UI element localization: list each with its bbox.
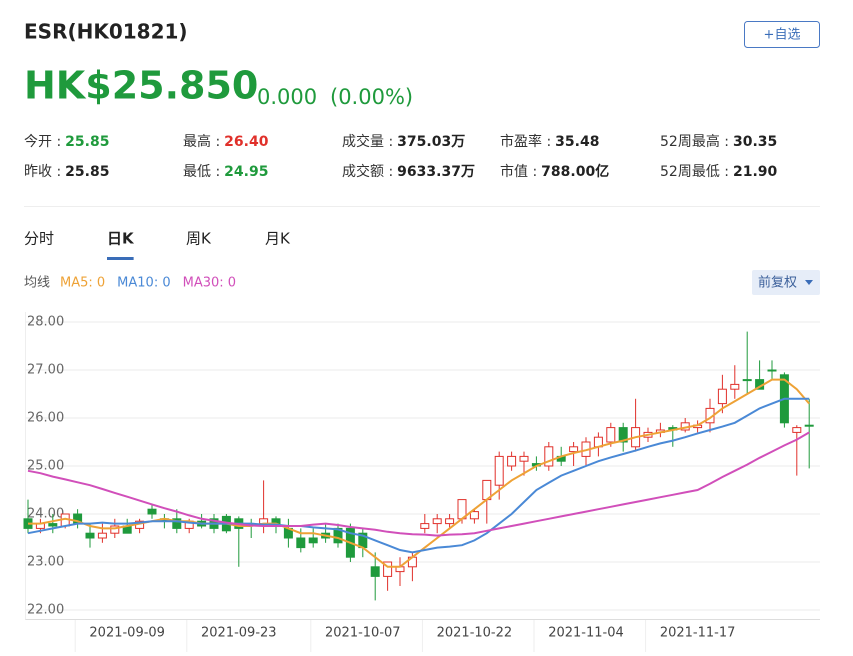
stat-value: 35.48 xyxy=(555,134,599,150)
candle-body xyxy=(469,511,479,520)
stat-label: 最低 : xyxy=(183,164,220,180)
price-change: 0.000 xyxy=(257,85,317,109)
candle-body xyxy=(147,508,157,515)
candle-body xyxy=(606,427,616,443)
y-tick-label: 25.00 xyxy=(27,459,64,474)
stat-label: 52周最低 : xyxy=(660,164,729,180)
candle-body xyxy=(85,532,95,539)
candle-body xyxy=(383,561,393,577)
price-change-pct: (0.00%) xyxy=(330,85,413,109)
dropdown-arrow xyxy=(805,280,813,285)
stat-label: 市值 : xyxy=(500,163,537,180)
candle-body xyxy=(544,446,554,467)
candle-body xyxy=(370,566,380,577)
tab[interactable]: 月K xyxy=(265,230,291,248)
x-tick-label: 2021-11-04 xyxy=(548,626,624,641)
stat-label: 市盈率 : xyxy=(500,133,551,150)
stat-label: 最高 : xyxy=(183,133,220,150)
watch-button[interactable] xyxy=(744,21,820,48)
y-tick-label: 22.00 xyxy=(27,603,64,618)
y-tick-label: 24.00 xyxy=(27,507,64,522)
stat-label: 成交额 : xyxy=(342,163,393,180)
candle-body xyxy=(519,455,529,462)
x-tick-label: 2021-09-09 xyxy=(89,626,165,641)
candle-body xyxy=(804,424,814,427)
stat-value: 9633.37万 xyxy=(397,164,475,180)
y-tick-label: 23.00 xyxy=(27,555,64,570)
stat-label: 成交量 : xyxy=(342,133,393,150)
stat-value: 375.03万 xyxy=(397,134,465,150)
legend-entry: MA30: 0 xyxy=(183,276,236,291)
stat-label: 今开 : xyxy=(24,134,61,150)
candle-body xyxy=(97,532,107,539)
candle-body xyxy=(48,523,58,527)
candle-body xyxy=(172,518,182,529)
adjust-dropdown[interactable] xyxy=(752,270,820,295)
stat-value: 25.85 xyxy=(65,134,109,150)
adjust-label[interactable]: 前复权 xyxy=(758,275,797,291)
candle-body xyxy=(420,523,430,529)
legend-entry: MA10: 0 xyxy=(117,276,170,291)
price: HK$25.850 xyxy=(24,64,258,108)
candle-body xyxy=(494,455,504,486)
stat-value: 26.40 xyxy=(224,134,269,150)
watch-button-label[interactable]: +自选 xyxy=(764,28,801,43)
ma-line xyxy=(28,378,810,568)
stat-value: 30.35 xyxy=(733,134,777,150)
x-tick-label: 2021-09-23 xyxy=(201,626,277,641)
ma-line xyxy=(27,431,810,537)
x-tick-label: 2021-10-22 xyxy=(437,626,513,641)
ma-line xyxy=(27,397,810,554)
candle-body xyxy=(432,518,442,525)
candle-body xyxy=(445,518,455,525)
stat-label: 昨收 : xyxy=(24,164,61,180)
candle-body xyxy=(507,455,517,467)
y-tick-label: 26.00 xyxy=(27,411,64,426)
tab[interactable]: 分时 xyxy=(24,230,54,248)
candle-body xyxy=(742,379,752,382)
x-tick-label: 2021-11-17 xyxy=(660,626,736,641)
legend-entry: MA5: 0 xyxy=(60,276,105,291)
candle-body xyxy=(792,427,802,433)
candle-body xyxy=(767,369,777,372)
candle-body xyxy=(110,525,120,534)
x-tick-label: 2021-10-07 xyxy=(325,626,401,641)
candle-body xyxy=(717,388,727,405)
stock-title: ESR(HK01821) xyxy=(24,20,188,44)
stat-value: 788.00亿 xyxy=(541,163,609,180)
candle-body xyxy=(296,537,306,549)
candle-body xyxy=(308,537,318,544)
ma-label: 均线 xyxy=(24,276,50,291)
tab-underline xyxy=(107,257,134,260)
y-tick-label: 27.00 xyxy=(27,363,64,378)
stat-label: 52周最高 : xyxy=(660,133,729,150)
y-tick-label: 28.00 xyxy=(27,315,64,330)
stat-value: 24.95 xyxy=(224,164,268,180)
candle-body xyxy=(730,383,740,390)
candle-body xyxy=(569,446,579,453)
stat-value: 21.90 xyxy=(733,164,778,180)
stat-value: 25.85 xyxy=(65,164,109,180)
tab[interactable]: 日K xyxy=(107,230,135,248)
tab[interactable]: 周K xyxy=(186,230,212,248)
candle-body xyxy=(618,427,628,443)
